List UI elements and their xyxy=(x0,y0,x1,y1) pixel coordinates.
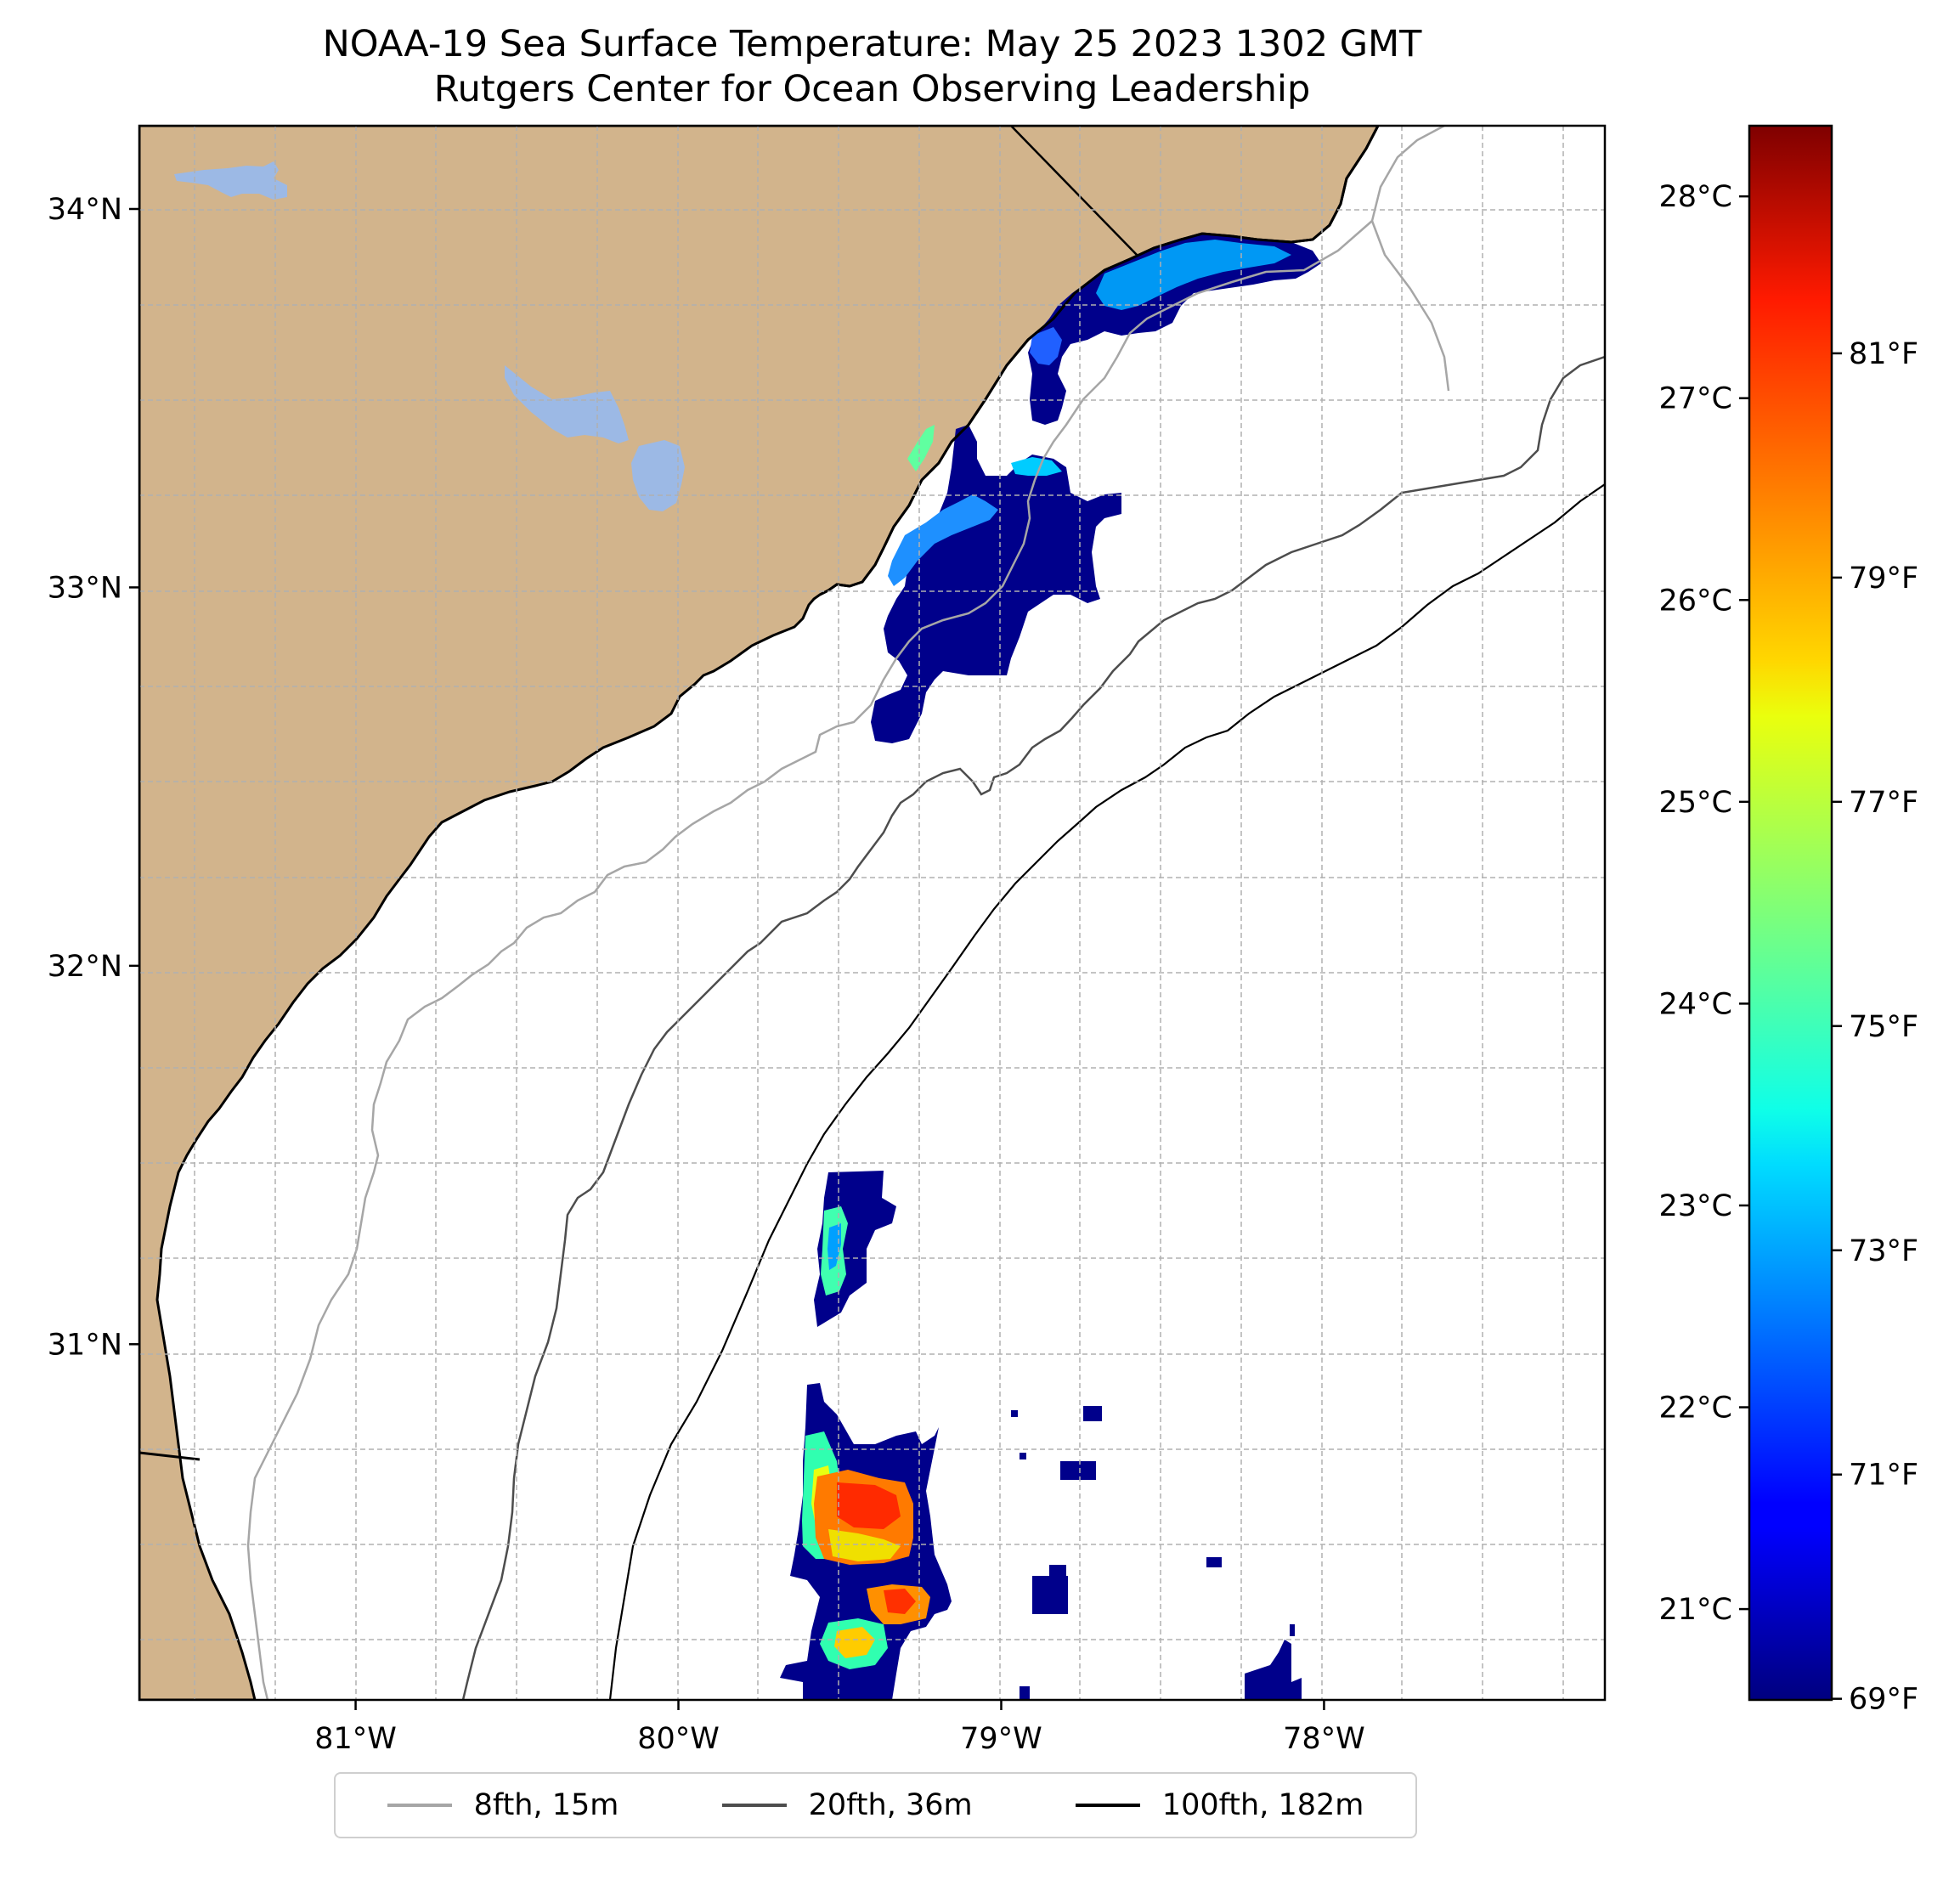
lon-tick-label: 80°W xyxy=(637,1722,720,1756)
legend-label: 20fth, 36m xyxy=(808,1788,973,1822)
legend-swatch xyxy=(387,1804,452,1807)
lon-tick-label: 81°W xyxy=(314,1722,397,1756)
sst-patch-south-lower-red xyxy=(884,1589,916,1614)
sst-patch-cyan-edge xyxy=(907,425,935,471)
celsius-tick-label: 26°C xyxy=(1659,584,1732,618)
chart-subtitle: Rutgers Center for Ocean Observing Leade… xyxy=(433,68,1311,110)
legend-label: 100fth, 182m xyxy=(1161,1788,1364,1822)
fahrenheit-tick-label: 81°F xyxy=(1849,337,1918,371)
fahrenheit-tick-label: 73°F xyxy=(1849,1234,1918,1268)
contour-100fth xyxy=(608,483,1605,1700)
sst-speck xyxy=(1206,1557,1222,1567)
sst-patch-southeast xyxy=(1245,1640,1302,1700)
contour-8fth xyxy=(246,126,1450,1700)
celsius-tick-label: 21°C xyxy=(1659,1593,1732,1627)
sst-speck xyxy=(1083,1406,1102,1421)
legend-item-8fth: 8fth, 15m xyxy=(387,1788,619,1822)
legend-swatch xyxy=(1075,1804,1140,1807)
celsius-tick-label: 22°C xyxy=(1659,1392,1732,1426)
fahrenheit-tick-label: 75°F xyxy=(1849,1010,1918,1044)
sst-speck xyxy=(1032,1576,1068,1614)
celsius-tick-label: 24°C xyxy=(1659,987,1732,1021)
lat-tick-label: 34°N xyxy=(48,193,122,227)
fahrenheit-tick-label: 69°F xyxy=(1849,1683,1918,1717)
sst-patch-south-red xyxy=(837,1482,901,1529)
lon-tick-label: 79°W xyxy=(960,1722,1042,1756)
legend-swatch xyxy=(721,1804,787,1807)
celsius-tick-label: 23°C xyxy=(1659,1189,1732,1223)
celsius-tick-label: 28°C xyxy=(1659,180,1732,214)
state-boundary xyxy=(1010,126,1139,257)
lake-north xyxy=(174,161,287,200)
legend-label: 8fth, 15m xyxy=(473,1788,619,1822)
legend-item-100fth: 100fth, 182m xyxy=(1075,1788,1364,1822)
sst-speck xyxy=(1020,1686,1030,1700)
celsius-tick-label: 25°C xyxy=(1659,786,1732,820)
colorbar xyxy=(1748,124,1833,1702)
lat-tick-label: 33°N xyxy=(48,571,122,605)
state-boundary-south xyxy=(139,1451,201,1461)
colorbar-labels: 21°C 22°C 23°C 24°C 25°C 26°C 27°C 28°C 69°F 71°F… xyxy=(1659,180,1919,1717)
sst-speck xyxy=(1060,1461,1096,1480)
sst-speck xyxy=(1290,1624,1295,1636)
sst-patch-north-warm xyxy=(1096,240,1291,310)
gridlines xyxy=(139,126,1605,1700)
sst-patch-south-yellow2 xyxy=(828,1529,901,1561)
sst-patch-north-light xyxy=(1030,327,1062,365)
sst-speck xyxy=(1011,1410,1018,1417)
sst-speck xyxy=(1020,1453,1026,1459)
map-axis-labels: 34°N 33°N 32°N 31°N 81°W 80°W 79°W 78°W xyxy=(48,193,1365,1756)
lake-moultrie xyxy=(631,440,685,511)
lat-tick-label: 31°N xyxy=(48,1328,122,1362)
lat-tick-label: 32°N xyxy=(48,950,122,984)
sst-patch-central-light xyxy=(888,494,998,586)
map-axis-ticks xyxy=(129,207,1325,1710)
contour-legend: 8fth, 15m 20fth, 36m 100fth, 182m xyxy=(334,1772,1417,1838)
fahrenheit-tick-label: 77°F xyxy=(1849,786,1918,820)
chart-title: NOAA-19 Sea Surface Temperature: May 25 … xyxy=(322,23,1422,65)
colorbar-ticks xyxy=(1739,195,1842,1700)
sst-patch-central xyxy=(871,425,1121,743)
sst-patch-central-cyan xyxy=(1011,457,1062,476)
celsius-tick-label: 27°C xyxy=(1659,382,1732,416)
sst-data-layer xyxy=(780,234,1321,1700)
lon-tick-label: 78°W xyxy=(1283,1722,1365,1756)
fahrenheit-tick-label: 71°F xyxy=(1849,1459,1918,1493)
sst-patch-south-lower-yellow xyxy=(834,1627,875,1658)
legend-item-20fth: 20fth, 36m xyxy=(721,1788,973,1822)
sst-speck xyxy=(1049,1565,1066,1578)
fahrenheit-tick-label: 79°F xyxy=(1849,562,1918,596)
map-frame xyxy=(138,124,1607,1702)
coastline xyxy=(819,126,1380,596)
